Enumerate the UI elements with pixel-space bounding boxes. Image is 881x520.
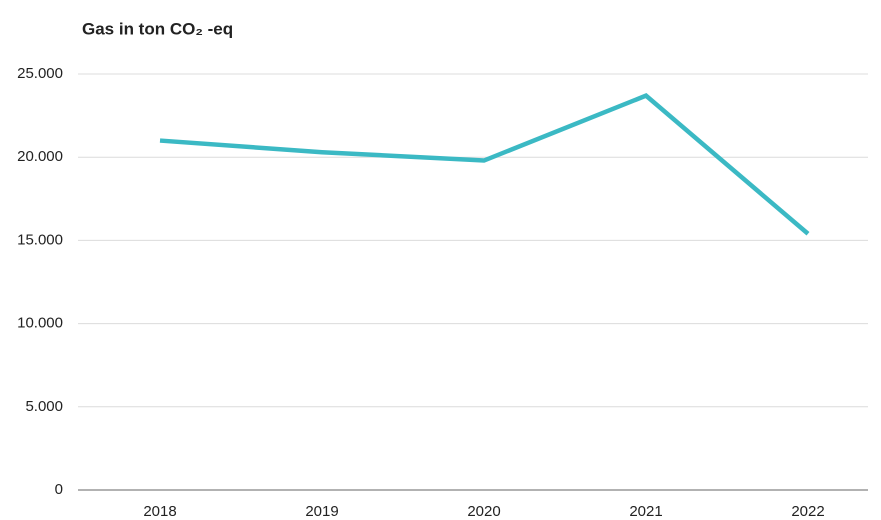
y-tick-label: 10.000 <box>17 315 63 332</box>
data-line <box>159 93 810 236</box>
x-tick-label: 2021 <box>629 503 662 520</box>
x-tick-label: 2020 <box>467 503 500 520</box>
y-tick-label: 15.000 <box>17 231 63 248</box>
y-tick-label: 25.000 <box>17 65 63 82</box>
y-tick-label: 0 <box>55 481 63 498</box>
y-tick-label: 5.000 <box>25 398 63 415</box>
chart-title: Gas in ton CO₂ -eq <box>82 19 233 38</box>
x-tick-label: 2018 <box>143 503 176 520</box>
x-tick-label: 2022 <box>791 503 824 520</box>
x-tick-label: 2019 <box>305 503 338 520</box>
y-tick-label: 20.000 <box>17 148 63 165</box>
